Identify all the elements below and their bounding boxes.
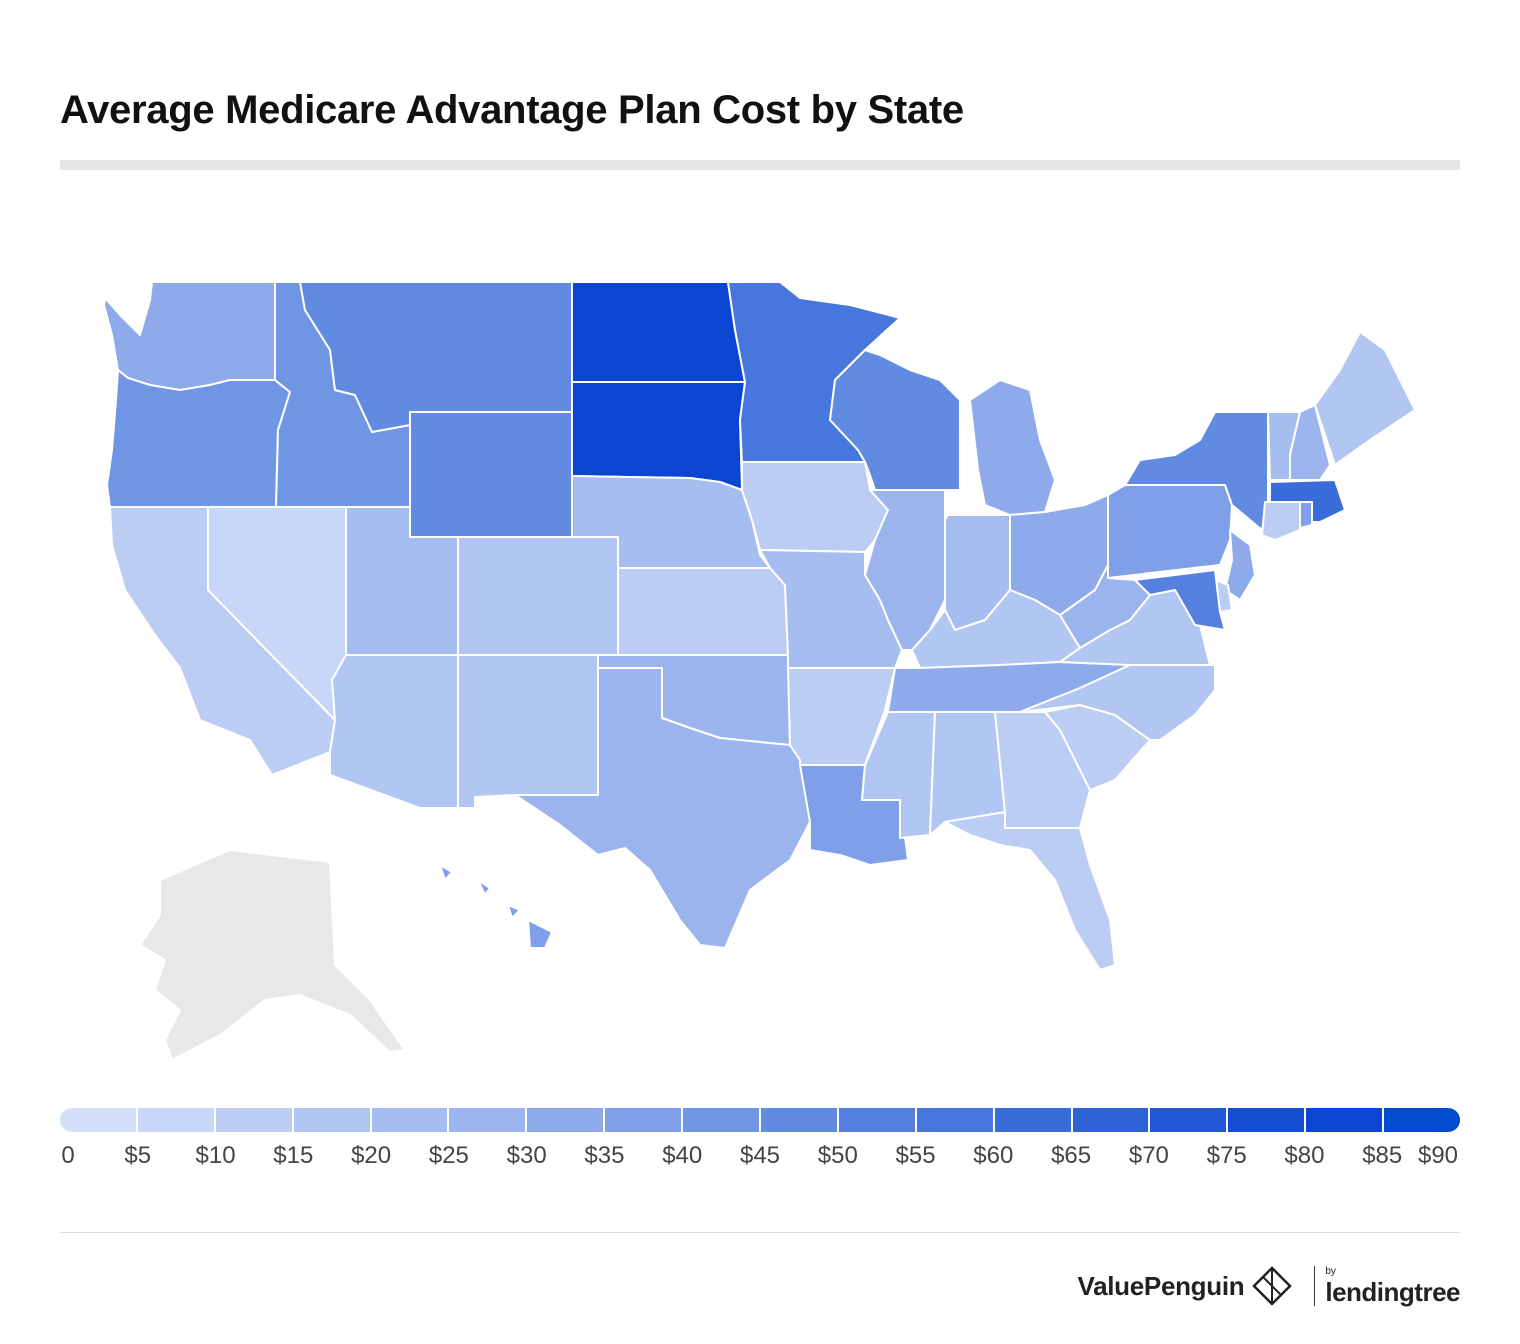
legend-swatch [449,1108,528,1132]
legend-swatch [761,1108,839,1132]
brand-divider [1314,1266,1316,1306]
us-choropleth-map: WashingtonOregonCaliforniaNevadaIdahoMon… [103,281,1416,1061]
state-wyoming: Wyoming [409,411,573,538]
page-title: Average Medicare Advantage Plan Cost by … [60,88,964,132]
state-michigan: Michigan [969,379,1056,516]
footer-divider [60,1232,1460,1233]
state-washington: Washington [103,281,276,391]
state-arizona: Arizona [329,654,459,809]
state-new-mexico: New Mexico [457,654,599,809]
legend-swatch [60,1108,138,1132]
state-missouri: Missouri [759,549,903,669]
state-iowa: Iowa [741,461,889,553]
state-florida: Florida [944,811,1116,971]
legend-swatch [1072,1108,1151,1132]
legend-tick-labels: 0 $5 $10 $15 $20 $25 $30 $35 $40 $45 $50 $55 $60 $65 $… [0,1142,1520,1172]
legend-tick-label: $75 [1206,1142,1247,1169]
legend-swatch [916,1108,995,1132]
legend-swatch [838,1108,917,1132]
legend-tick-label: $20 [351,1142,392,1169]
legend-swatch [293,1108,372,1132]
valuepenguin-logo-icon [1252,1266,1293,1306]
brand-footer: ValuePenguin by lendingtree [1077,1264,1460,1308]
legend-tick-label: $10 [195,1142,236,1169]
legend-swatch [683,1108,762,1132]
state-wisconsin: Wisconsin [829,349,961,491]
by-label: by [1325,1266,1336,1277]
legend-tick-label: $80 [1284,1142,1325,1169]
state-south-dakota: South Dakota [571,381,746,491]
state-maryland: Maryland [1134,569,1226,631]
legend-tick-label: $15 [273,1142,314,1169]
legend-swatch [215,1108,294,1132]
legend-tick-label: $85 [1362,1142,1403,1169]
legend-tick-label: $55 [895,1142,936,1169]
legend-tick-label: $35 [584,1142,625,1169]
state-connecticut: Connecticut [1261,501,1301,541]
legend-swatch [1384,1108,1460,1132]
state-alaska: Alaska [139,849,406,1061]
state-oregon: Oregon [106,369,291,508]
legend-tick-label: 0 [61,1142,75,1169]
title-divider [60,160,1460,170]
legend-swatch [605,1108,684,1132]
legend-tick-label: $70 [1128,1142,1169,1169]
state-texas: Texas [514,667,811,949]
legend-tick-label: $5 [124,1142,152,1169]
state-hawaii: Hawaii [439,864,553,949]
legend-tick-label: $60 [973,1142,1014,1169]
state-kansas: Kansas [617,567,789,656]
legend-tick-label: $45 [739,1142,781,1169]
state-rhode-island: Rhode Island [1299,501,1313,529]
state-new-jersey: New Jersey [1224,529,1256,601]
legend-tick-label: $40 [662,1142,703,1169]
state-colorado: Colorado [457,536,619,656]
legend-swatch [1228,1108,1307,1132]
valuepenguin-wordmark: ValuePenguin [1077,1270,1245,1301]
legend-swatch [994,1108,1073,1132]
legend-tick-label: $50 [817,1142,858,1169]
state-north-dakota: North Dakota [571,281,746,383]
legend-tick-label: $90 [1417,1142,1459,1169]
legend-swatch [527,1108,606,1132]
legend-color-scale [60,1108,1460,1132]
legend-tick-label: $65 [1051,1142,1092,1169]
state-pennsylvania: Pennsylvania [1107,484,1233,579]
state-maine: Maine [1314,331,1416,466]
legend-swatch [1150,1108,1229,1132]
legend-swatch [137,1108,216,1132]
state-nebraska: Nebraska [571,475,771,569]
legend-swatch [1306,1108,1385,1132]
legend-tick-label: $30 [506,1142,547,1169]
legend-swatch [371,1108,450,1132]
legend-tick-label: $25 [428,1142,469,1169]
lendingtree-wordmark: lendingtree [1325,1277,1460,1307]
